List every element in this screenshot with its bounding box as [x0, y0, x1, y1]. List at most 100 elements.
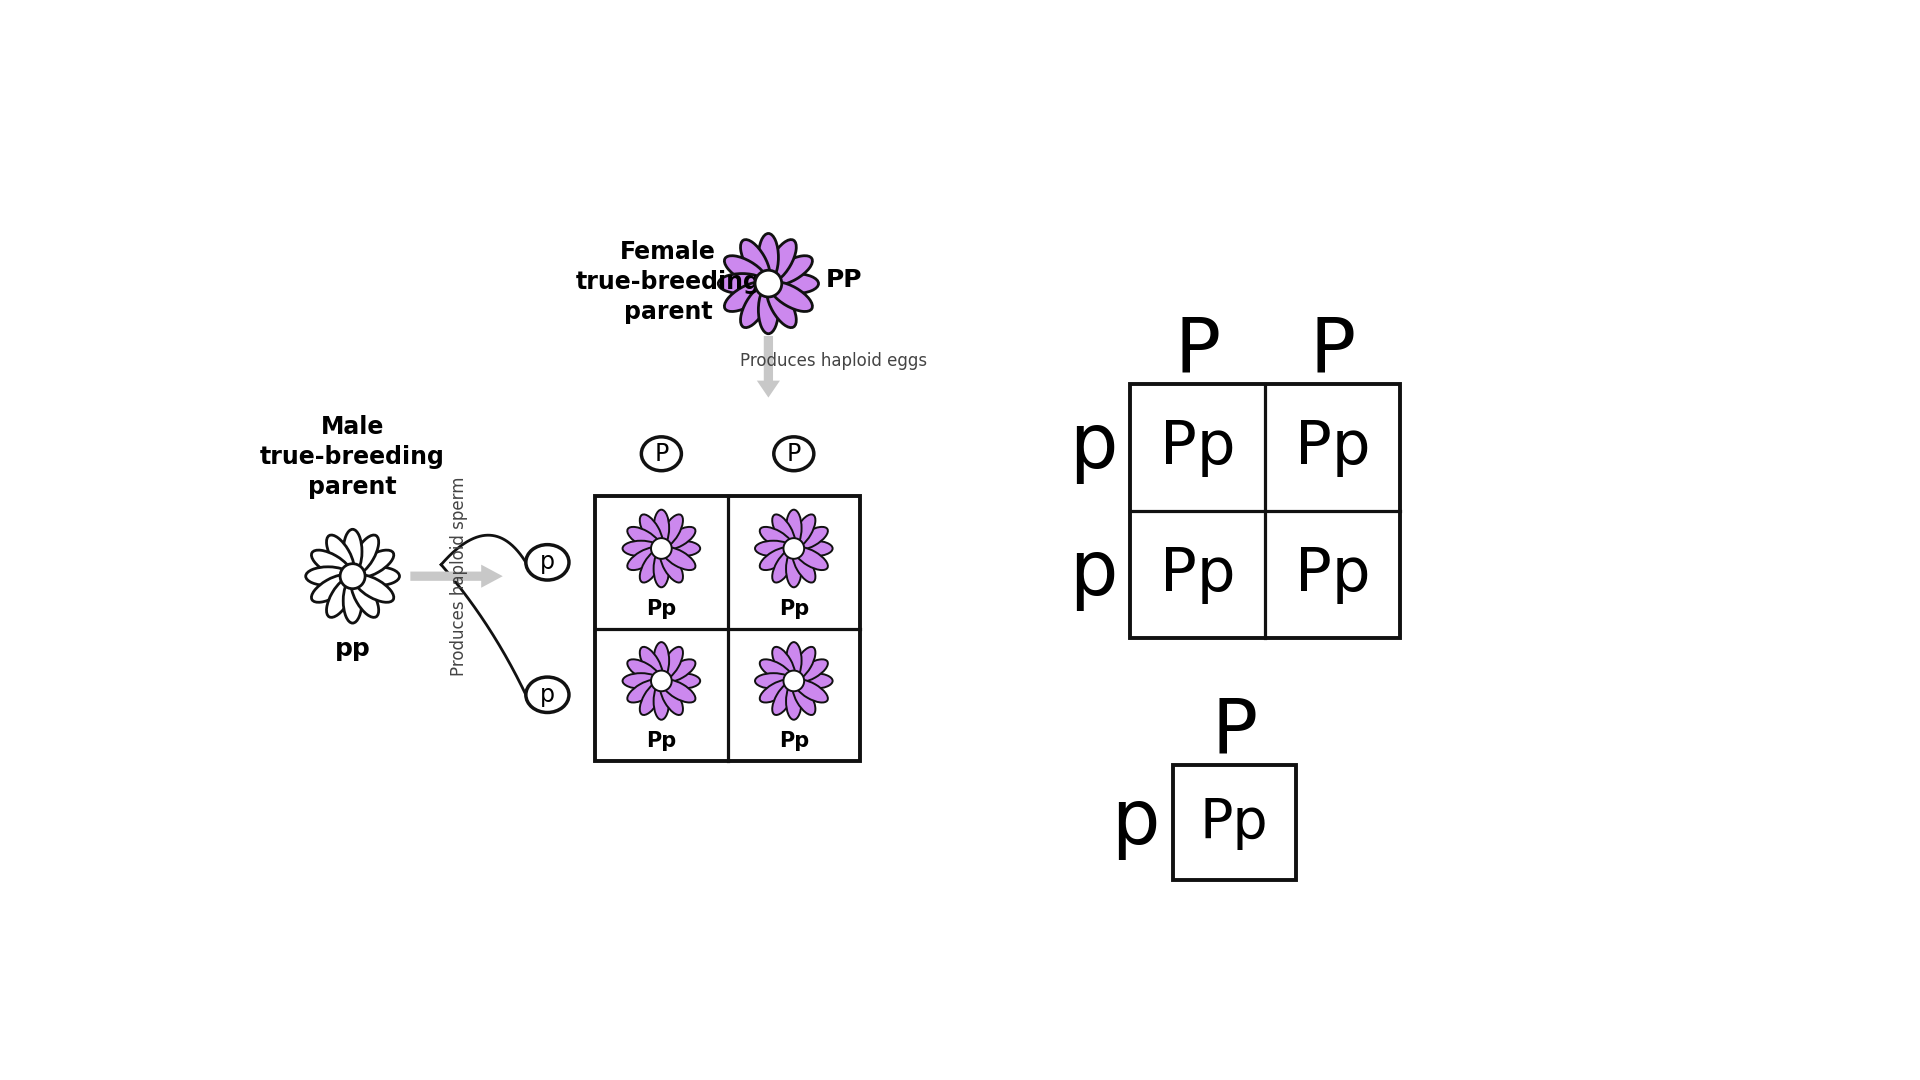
Ellipse shape: [344, 579, 363, 623]
Circle shape: [651, 538, 672, 558]
Ellipse shape: [311, 575, 351, 603]
Ellipse shape: [741, 285, 770, 327]
Ellipse shape: [639, 550, 662, 582]
Ellipse shape: [344, 529, 363, 573]
Ellipse shape: [351, 578, 378, 618]
Ellipse shape: [662, 541, 701, 556]
Ellipse shape: [772, 514, 795, 548]
Text: P: P: [655, 442, 668, 465]
Ellipse shape: [793, 550, 816, 582]
Ellipse shape: [766, 240, 797, 282]
Circle shape: [783, 671, 804, 691]
Ellipse shape: [351, 535, 378, 575]
Ellipse shape: [653, 510, 670, 546]
Ellipse shape: [305, 567, 349, 585]
Ellipse shape: [353, 550, 394, 578]
Text: pp: pp: [334, 637, 371, 661]
Ellipse shape: [628, 659, 660, 683]
Ellipse shape: [770, 282, 812, 311]
Ellipse shape: [770, 273, 818, 294]
Text: Produces haploid eggs: Produces haploid eggs: [741, 352, 927, 369]
Ellipse shape: [526, 544, 568, 580]
Ellipse shape: [772, 647, 795, 679]
Ellipse shape: [662, 527, 695, 550]
Ellipse shape: [758, 286, 778, 334]
Ellipse shape: [755, 673, 791, 689]
Ellipse shape: [662, 673, 701, 689]
Ellipse shape: [760, 548, 793, 570]
Ellipse shape: [628, 527, 660, 550]
Ellipse shape: [660, 550, 684, 582]
Circle shape: [340, 564, 365, 589]
Ellipse shape: [326, 578, 353, 618]
Ellipse shape: [793, 514, 816, 548]
Ellipse shape: [639, 514, 662, 548]
Circle shape: [783, 538, 804, 558]
Ellipse shape: [718, 273, 766, 294]
Text: Pp: Pp: [1160, 418, 1235, 476]
Ellipse shape: [785, 683, 801, 719]
Ellipse shape: [628, 679, 660, 702]
Text: Pp: Pp: [647, 598, 676, 619]
Ellipse shape: [760, 527, 793, 550]
Ellipse shape: [639, 647, 662, 679]
Ellipse shape: [760, 659, 793, 683]
Text: Pp: Pp: [780, 731, 808, 751]
Ellipse shape: [639, 683, 662, 715]
Text: PP: PP: [826, 268, 862, 292]
Bar: [1173, 765, 1296, 880]
Ellipse shape: [355, 567, 399, 585]
Text: Pp: Pp: [780, 598, 808, 619]
Ellipse shape: [724, 256, 766, 285]
Ellipse shape: [770, 256, 812, 285]
Ellipse shape: [766, 285, 797, 327]
Bar: [1131, 383, 1400, 638]
Ellipse shape: [795, 679, 828, 702]
Ellipse shape: [653, 683, 670, 719]
Text: P: P: [787, 442, 801, 465]
Bar: [595, 496, 860, 761]
Ellipse shape: [795, 527, 828, 550]
Circle shape: [755, 270, 781, 297]
Ellipse shape: [785, 643, 801, 679]
Ellipse shape: [526, 677, 568, 713]
Ellipse shape: [795, 673, 833, 689]
Ellipse shape: [741, 240, 770, 282]
Text: Pp: Pp: [1294, 418, 1371, 476]
Ellipse shape: [662, 679, 695, 702]
Ellipse shape: [793, 647, 816, 679]
Ellipse shape: [772, 683, 795, 715]
Text: P: P: [1212, 696, 1258, 770]
Text: Pp: Pp: [647, 731, 676, 751]
Text: P: P: [1175, 314, 1221, 389]
Ellipse shape: [760, 679, 793, 702]
Ellipse shape: [774, 436, 814, 471]
Ellipse shape: [662, 548, 695, 570]
Ellipse shape: [795, 541, 833, 556]
Ellipse shape: [785, 551, 801, 588]
Ellipse shape: [758, 233, 778, 281]
Text: Pp: Pp: [1200, 796, 1269, 850]
Ellipse shape: [622, 541, 660, 556]
Text: p: p: [540, 683, 555, 706]
Ellipse shape: [660, 514, 684, 548]
Ellipse shape: [326, 535, 353, 575]
Ellipse shape: [653, 551, 670, 588]
Ellipse shape: [653, 643, 670, 679]
Text: Female
true-breeding
parent: Female true-breeding parent: [576, 241, 760, 324]
Ellipse shape: [311, 550, 351, 578]
Text: Male
true-breeding
parent: Male true-breeding parent: [261, 415, 445, 499]
Ellipse shape: [772, 550, 795, 582]
FancyArrow shape: [756, 336, 780, 397]
Ellipse shape: [793, 683, 816, 715]
Ellipse shape: [353, 575, 394, 603]
Circle shape: [651, 671, 672, 691]
Ellipse shape: [785, 510, 801, 546]
Text: p: p: [1069, 410, 1117, 484]
Ellipse shape: [641, 436, 682, 471]
Text: Pp: Pp: [1160, 544, 1235, 604]
Text: p: p: [1069, 537, 1117, 611]
Text: Produces haploid sperm: Produces haploid sperm: [449, 476, 468, 676]
Ellipse shape: [622, 673, 660, 689]
Text: P: P: [1309, 314, 1356, 389]
